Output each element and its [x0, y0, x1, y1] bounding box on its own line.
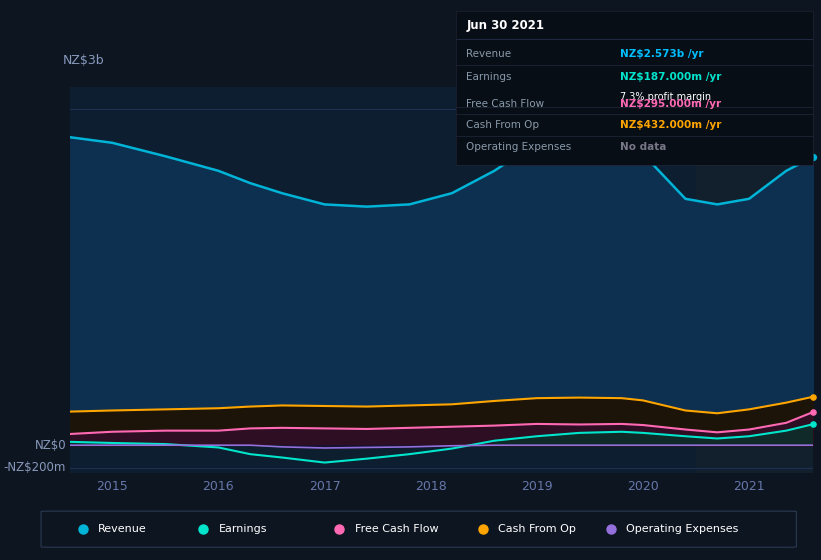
Text: Cash From Op: Cash From Op	[466, 120, 539, 130]
Text: -NZ$200m: -NZ$200m	[4, 461, 66, 474]
Text: Free Cash Flow: Free Cash Flow	[355, 524, 438, 534]
Point	[806, 408, 819, 417]
Text: Earnings: Earnings	[218, 524, 267, 534]
Text: No data: No data	[620, 142, 667, 152]
Text: Earnings: Earnings	[466, 72, 511, 82]
Text: NZ$0: NZ$0	[34, 438, 66, 452]
Text: Revenue: Revenue	[466, 49, 511, 59]
Text: Cash From Op: Cash From Op	[498, 524, 576, 534]
Text: Operating Expenses: Operating Expenses	[626, 524, 739, 534]
Text: 7.3% profit margin: 7.3% profit margin	[620, 92, 711, 102]
Text: Free Cash Flow: Free Cash Flow	[466, 99, 544, 109]
Point	[806, 393, 819, 402]
Text: NZ$187.000m /yr: NZ$187.000m /yr	[620, 72, 722, 82]
Bar	[696, 87, 813, 473]
Text: Operating Expenses: Operating Expenses	[466, 142, 571, 152]
Text: Jun 30 2021: Jun 30 2021	[466, 18, 544, 31]
Text: Revenue: Revenue	[98, 524, 146, 534]
Point	[806, 152, 819, 161]
Text: NZ$2.573b /yr: NZ$2.573b /yr	[620, 49, 704, 59]
Text: NZ$3b: NZ$3b	[62, 54, 104, 68]
Point	[806, 420, 819, 429]
Text: NZ$432.000m /yr: NZ$432.000m /yr	[620, 120, 722, 130]
Text: NZ$295.000m /yr: NZ$295.000m /yr	[620, 99, 721, 109]
